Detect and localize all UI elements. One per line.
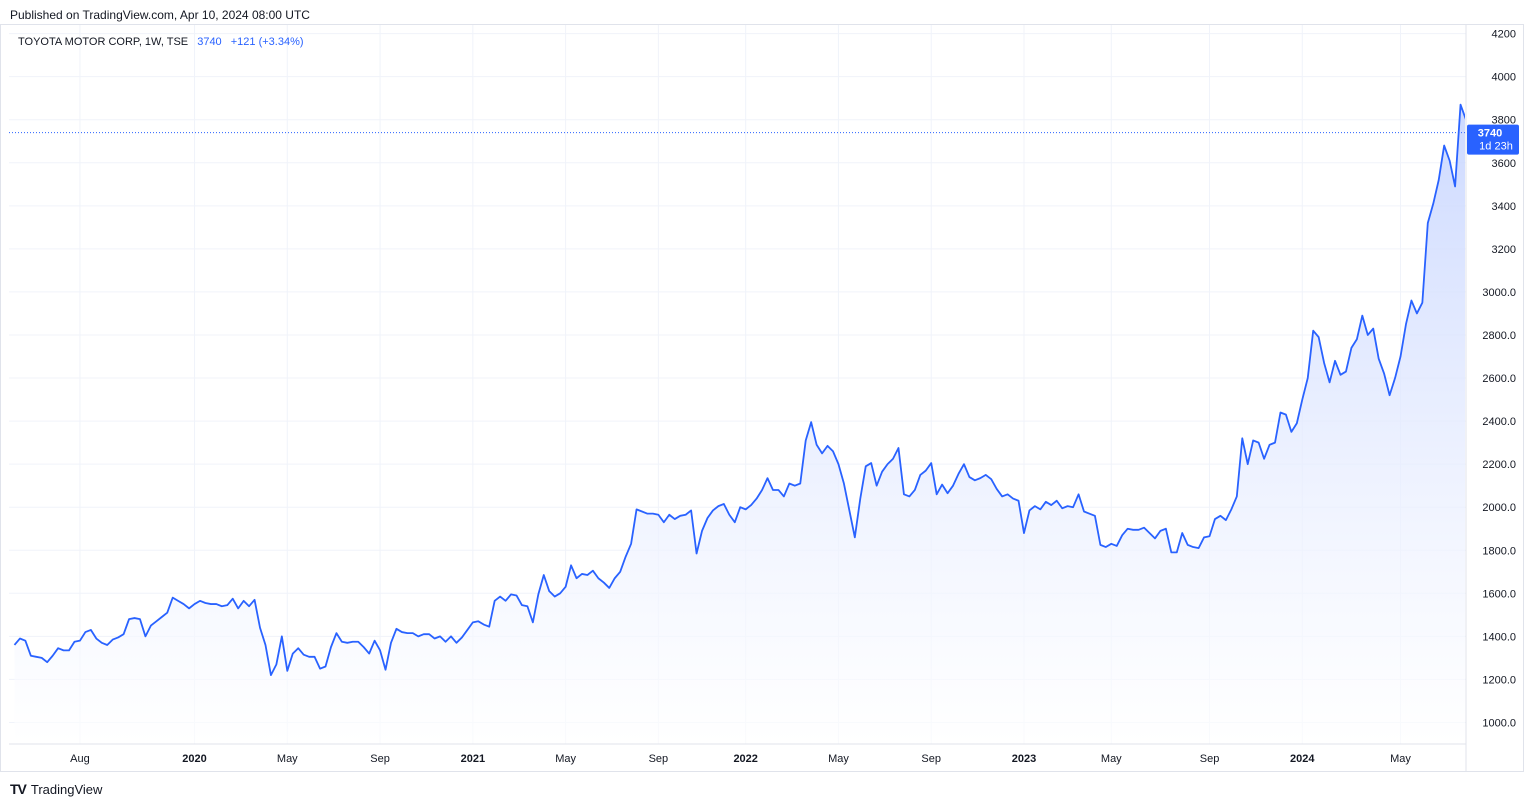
price-badge: 3740 1d 23h: [1467, 124, 1519, 155]
y-tick-label: 3200: [1492, 244, 1516, 256]
y-tick-label: 1600.0: [1482, 588, 1516, 600]
y-tick-label: 3000.0: [1482, 287, 1516, 299]
y-tick-label: 2600.0: [1482, 373, 1516, 385]
legend-last-value: 3740: [197, 36, 222, 48]
price-line: [13, 103, 1465, 677]
x-tick-label: 2023: [1012, 753, 1036, 765]
x-tick-label: Aug: [70, 753, 90, 765]
x-tick-label: Sep: [649, 753, 669, 765]
y-tick-label: 3600: [1492, 158, 1516, 170]
x-tick-label: Sep: [1200, 753, 1220, 765]
price-badge-countdown: 1d 23h: [1479, 141, 1513, 153]
tradingview-logo-icon: TV: [10, 781, 27, 797]
x-axis[interactable]: Aug 2020 May Sep 2021 May Sep 2022 May Sep 2023 May…: [70, 753, 1411, 765]
x-tick-label: 2024: [1290, 753, 1315, 765]
price-area: [14, 104, 1465, 744]
price-badge-value: 3740: [1478, 128, 1502, 140]
y-tick-label: 1200.0: [1482, 674, 1516, 686]
x-tick-label: May: [1390, 753, 1411, 765]
x-tick-label: 2021: [461, 753, 485, 765]
x-tick-label: May: [277, 753, 298, 765]
y-tick-label: 1400.0: [1482, 631, 1516, 643]
published-caption: Published on TradingView.com, Apr 10, 20…: [10, 8, 310, 22]
chart-frame: [0, 24, 1524, 772]
brand-name: TradingView: [30, 781, 103, 797]
x-tick-label: May: [1101, 753, 1122, 765]
y-tick-label: 2400.0: [1482, 416, 1516, 428]
y-tick-label: 2000.0: [1482, 502, 1516, 514]
tradingview-brand[interactable]: TV TradingView: [10, 781, 102, 797]
chart-legend: TOYOTA MOTOR CORP, 1W, TSE 3740 +121 (+3…: [18, 36, 304, 48]
legend-change: +121 (+3.34%): [230, 36, 304, 48]
x-tick-label: Sep: [370, 753, 390, 765]
y-tick-label: 3400: [1492, 201, 1516, 213]
legend-symbol[interactable]: TOYOTA MOTOR CORP, 1W, TSE: [18, 36, 189, 48]
x-tick-label: May: [555, 753, 576, 765]
y-axis[interactable]: 1000.0 1200.0 1400.0 1600.0 1800.0 2000.0 2200…: [1482, 29, 1516, 730]
x-tick-label: May: [828, 753, 849, 765]
x-tick-label: 2020: [182, 753, 206, 765]
y-tick-label: 2200.0: [1482, 459, 1516, 471]
x-tick-label: Sep: [921, 753, 941, 765]
y-tick-label: 1000.0: [1482, 717, 1516, 729]
y-tick-label: 2800.0: [1482, 330, 1516, 342]
y-tick-label: 3800: [1492, 115, 1516, 127]
x-tick-label: 2022: [733, 753, 757, 765]
y-tick-label: 4200: [1492, 29, 1516, 41]
y-tick-label: 1800.0: [1482, 545, 1516, 557]
y-tick-label: 4000: [1492, 72, 1516, 84]
